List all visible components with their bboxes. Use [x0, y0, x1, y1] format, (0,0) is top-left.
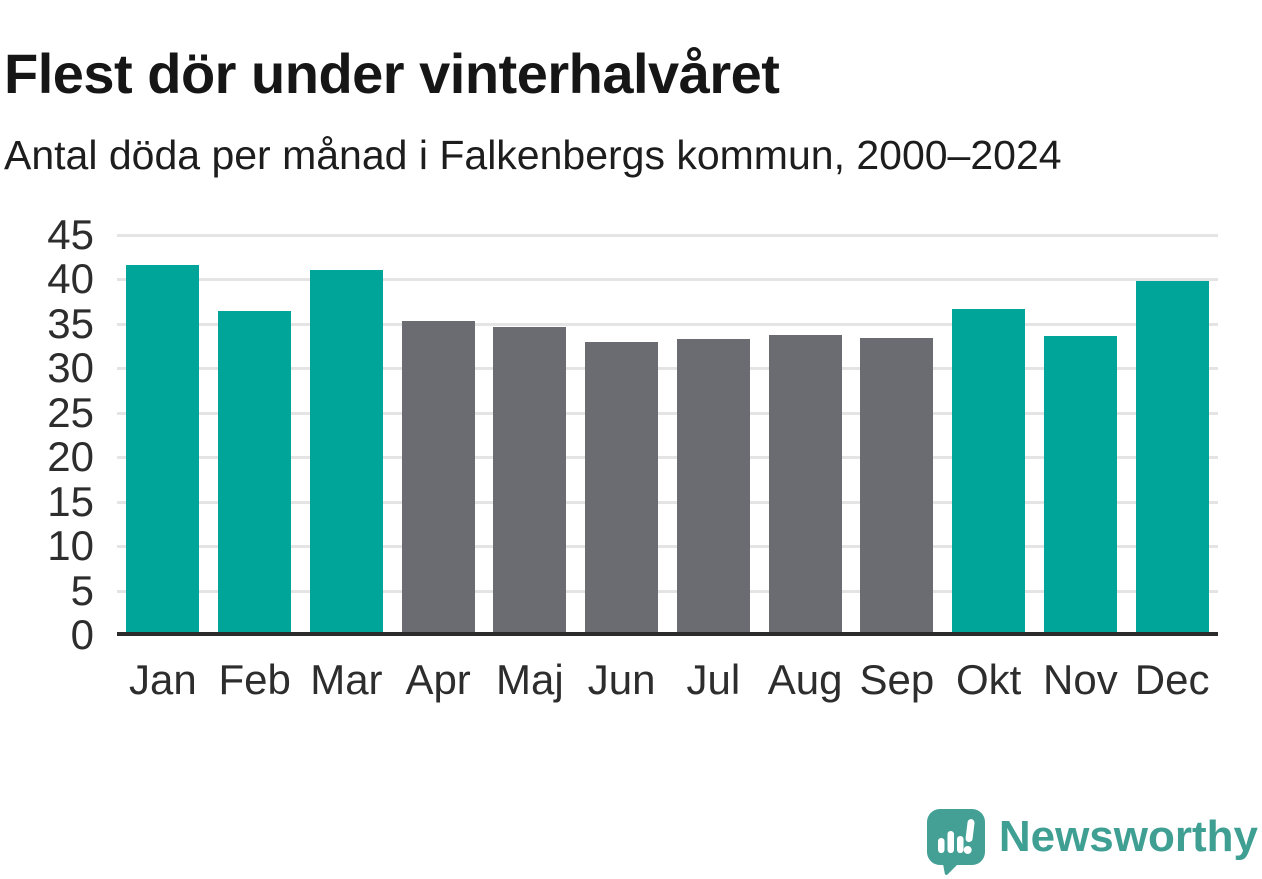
bar-band-nov: [1035, 235, 1127, 635]
bar-jul: [676, 339, 750, 635]
bar-band-aug: [759, 235, 851, 635]
bar-jan: [126, 265, 200, 635]
y-tick-label-30: 30: [47, 344, 94, 391]
bar-band-okt: [943, 235, 1035, 635]
x-tick-label-okt: Okt: [955, 656, 1022, 703]
bar-dec: [1135, 281, 1209, 635]
gridline-25: [117, 412, 1218, 415]
bar-band-apr: [392, 235, 484, 635]
chart-subtitle: Antal döda per månad i Falkenbergs kommu…: [4, 132, 1062, 178]
gridline-35: [117, 323, 1218, 326]
bar-band-dec: [1126, 235, 1218, 635]
bar-mar: [309, 269, 383, 635]
newsworthy-brand-link[interactable]: Newsworthy: [924, 807, 1258, 875]
x-tick-label-jun: Jun: [587, 656, 656, 703]
plot-area: [117, 234, 1218, 635]
gridline-40: [117, 278, 1218, 281]
bar-aug: [768, 334, 842, 635]
x-axis-labels: Jan Feb Mar Apr Maj Jun Jul Aug Sep Okt Nov Dec: [117, 658, 1218, 702]
x-tick-label-sep: Sep: [859, 656, 935, 703]
gridline-20: [117, 456, 1218, 459]
y-tick-label-45: 45: [47, 211, 94, 258]
bar-band-jan: [117, 235, 209, 635]
x-tick-label-nov: Nov: [1043, 656, 1118, 703]
y-tick-label-20: 20: [47, 433, 94, 480]
bar-series: [117, 235, 1218, 635]
y-tick-label-35: 35: [47, 300, 94, 347]
y-tick-label-15: 15: [47, 478, 94, 525]
bar-feb: [218, 310, 292, 635]
bar-band-jul: [668, 235, 760, 635]
gridline-10: [117, 545, 1218, 548]
bar-nov: [1043, 336, 1117, 635]
x-axis-line: [117, 632, 1218, 636]
x-tick-label-jan: Jan: [129, 656, 197, 703]
y-tick-label-0: 0: [70, 611, 94, 658]
x-tick-label-feb: Feb: [218, 656, 291, 703]
y-axis-labels: 0 5 10 15 20 25 30 35 40 45: [0, 214, 96, 658]
y-tick-label-5: 5: [70, 567, 94, 614]
y-tick-label-10: 10: [47, 522, 94, 569]
bar-band-jun: [576, 235, 668, 635]
gridline-45: [117, 234, 1218, 237]
x-tick-label-mar: Mar: [310, 656, 383, 703]
y-tick-label-40: 40: [47, 255, 94, 302]
bar-apr: [401, 321, 475, 635]
y-tick-label-25: 25: [47, 389, 94, 436]
bar-band-feb: [209, 235, 301, 635]
gridline-5: [117, 590, 1218, 593]
newsworthy-logo-icon: [926, 809, 985, 875]
x-tick-label-jul: Jul: [686, 656, 741, 703]
x-tick-label-maj: Maj: [496, 656, 564, 703]
bar-band-mar: [301, 235, 393, 635]
brand-name: Newsworthy: [998, 812, 1258, 861]
x-tick-label-dec: Dec: [1134, 656, 1210, 703]
gridline-30: [117, 367, 1218, 370]
x-tick-label-apr: Apr: [405, 656, 471, 703]
gridline-15: [117, 501, 1218, 504]
bar-band-sep: [851, 235, 943, 635]
bar-jun: [585, 341, 659, 635]
x-tick-label-aug: Aug: [767, 656, 843, 703]
bar-sep: [860, 338, 934, 635]
bar-band-maj: [484, 235, 576, 635]
bar-maj: [493, 327, 567, 635]
bar-okt: [952, 308, 1026, 635]
chart-title: Flest dör under vinterhalvåret: [4, 41, 780, 105]
